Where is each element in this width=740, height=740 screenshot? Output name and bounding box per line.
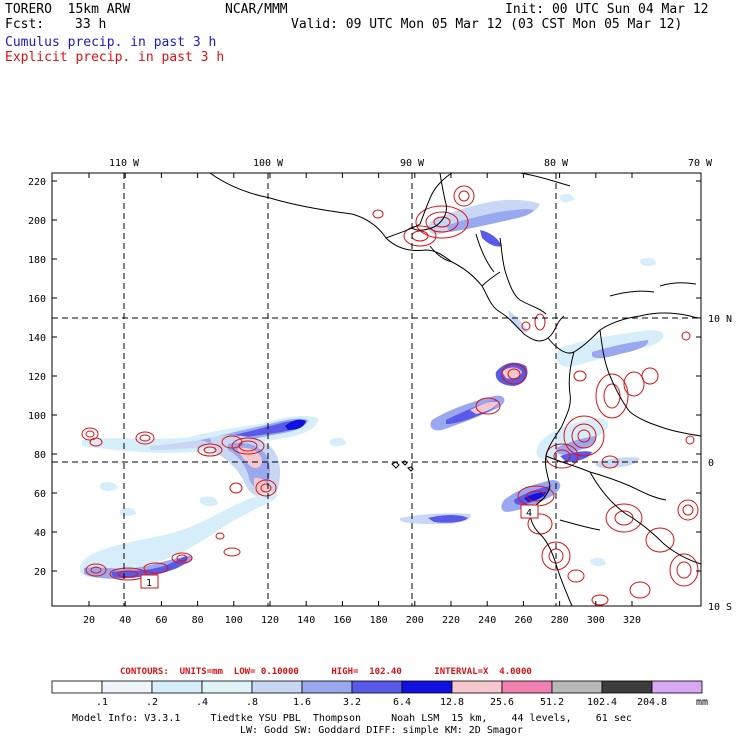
- colorbar-label: 3.2: [343, 697, 361, 708]
- x-tick-label: 60: [155, 615, 167, 626]
- model-info-line2: LW: Godd SW: Goddard DIFF: simple KM: 2D…: [240, 725, 523, 736]
- box-label-4-frame: [520, 504, 539, 519]
- x-tick-label: 300: [587, 615, 605, 626]
- colorbar-swatch: [151, 680, 203, 694]
- y-tick-label: 100: [28, 411, 46, 422]
- x-tick-label: 220: [442, 615, 460, 626]
- colorbar-swatch: [251, 680, 303, 694]
- colorbar-swatch: [201, 680, 253, 694]
- colorbar-label: .2: [146, 697, 158, 708]
- x-tick-label: 320: [623, 615, 641, 626]
- lat-labels: 10 N 0 10 S: [708, 314, 732, 613]
- lat-label: 10 S: [708, 602, 732, 613]
- colorbar-swatch: [651, 680, 703, 694]
- x-tick-label: 40: [119, 615, 131, 626]
- colorbar: [51, 680, 703, 694]
- y-tick-label: 220: [28, 177, 46, 188]
- graticule: [52, 173, 701, 606]
- box-label-1-frame: [140, 574, 159, 589]
- colorbar-label: 12.8: [440, 697, 464, 708]
- y-tick-label: 200: [28, 216, 46, 227]
- x-tick-label: 120: [261, 615, 279, 626]
- colorbar-swatch: [301, 680, 353, 694]
- org-label: NCAR/MMM: [225, 2, 288, 17]
- colorbar-swatch: [601, 680, 653, 694]
- y-tick-label: 120: [28, 372, 46, 383]
- x-tick-label: 20: [83, 615, 95, 626]
- colorbar-label: .4: [196, 697, 208, 708]
- explicit-precip-contours: [81, 185, 699, 606]
- colorbar-swatch: [551, 680, 603, 694]
- lon-label: 80 W: [544, 158, 569, 169]
- colorbar-swatch: [101, 680, 153, 694]
- valid-time: Valid: 09 UTC Mon 05 Mar 12 (03 CST Mon …: [291, 17, 683, 32]
- x-tick-label: 180: [370, 615, 388, 626]
- forecast-label: Fcst:: [5, 17, 45, 32]
- x-tick-label: 160: [333, 615, 351, 626]
- box-label-1: 1: [146, 578, 152, 589]
- model-title: TORERO 15km ARW: [5, 2, 131, 17]
- x-tick-label: 140: [297, 615, 315, 626]
- lon-label: 90 W: [400, 158, 425, 169]
- colorbar-label: .1: [96, 697, 108, 708]
- x-tick-label: 240: [478, 615, 496, 626]
- legend-explicit: Explicit precip. in past 3 h: [5, 50, 225, 65]
- y-tick-label: 80: [34, 450, 46, 461]
- y-tick-label: 160: [28, 294, 46, 305]
- lat-label: 10 N: [708, 314, 732, 325]
- y-tick-label: 140: [28, 333, 46, 344]
- lon-label: 100 W: [253, 158, 284, 169]
- model-info-line1: Model Info: V3.3.1 Tiedtke YSU PBL Thomp…: [72, 713, 632, 724]
- y-tick-label: 180: [28, 255, 46, 266]
- lon-label: 70 W: [688, 158, 713, 169]
- colorbar-swatch: [401, 680, 453, 694]
- init-time: Init: 00 UTC Sun 04 Mar 12: [505, 2, 709, 17]
- colorbar-swatch: [51, 680, 103, 694]
- x-tick-label: 200: [406, 615, 424, 626]
- colorbar-swatch: [351, 680, 403, 694]
- forecast-hours: 33 h: [75, 17, 107, 32]
- y-tick-label: 20: [34, 567, 46, 578]
- colorbar-label: 51.2: [540, 697, 564, 708]
- x-ticks: 20 40 60 80 100 120 140 160 180 200 220 240 260 280 30…: [83, 173, 641, 626]
- contours-info: CONTOURS: UNITS=mm LOW= 0.10000 HIGH= 10…: [120, 667, 532, 677]
- box-label-4: 4: [526, 508, 532, 519]
- coastlines: [209, 173, 701, 606]
- colorbar-label: .8: [246, 697, 258, 708]
- colorbar-labels: .1 .2 .4 .8 1.6 3.2 6.4 12.8 25.6 51.2 102.4 204.8: [96, 697, 667, 708]
- map-frame: [51, 172, 702, 607]
- y-tick-label: 60: [34, 489, 46, 500]
- y-tick-label: 40: [34, 528, 46, 539]
- colorbar-label: 6.4: [393, 697, 411, 708]
- x-tick-label: 260: [514, 615, 532, 626]
- y-ticks: 220 200 180 160 140 120 100 80 60 40 20: [28, 177, 701, 578]
- colorbar-label: 1.6: [293, 697, 311, 708]
- colorbar-swatch: [451, 680, 503, 694]
- x-tick-label: 80: [192, 615, 204, 626]
- lon-labels: 110 W 100 W 90 W 80 W 70 W: [109, 158, 713, 169]
- lon-label: 110 W: [109, 158, 140, 169]
- colorbar-swatch: [501, 680, 553, 694]
- colorbar-label: 102.4: [587, 697, 617, 708]
- colorbar-label: 204.8: [637, 697, 667, 708]
- x-tick-label: 280: [551, 615, 569, 626]
- colorbar-units: mm: [696, 697, 708, 708]
- lat-label: 0: [708, 458, 714, 469]
- x-tick-label: 100: [225, 615, 243, 626]
- legend-cumulus: Cumulus precip. in past 3 h: [5, 35, 217, 50]
- colorbar-label: 25.6: [490, 697, 514, 708]
